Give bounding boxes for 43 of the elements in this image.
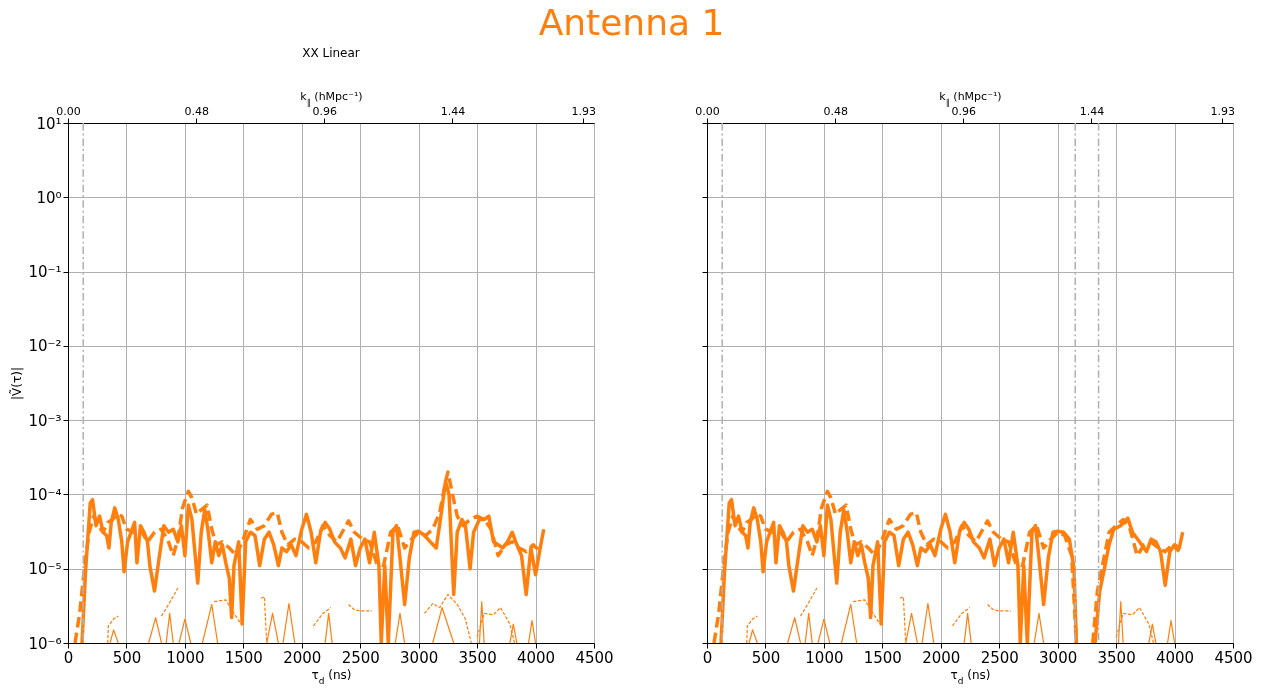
chart-subtitle: XX Linear [302, 46, 360, 60]
x-tick-label: 2000 [283, 648, 322, 667]
x2-tick-label: 0.00 [695, 104, 720, 118]
x-tick-label: 1500 [863, 648, 902, 667]
x-tick-label: 4000 [516, 648, 556, 667]
y-axis-title: |Ṽ(τ)| [9, 367, 25, 400]
y-tick-label: 10⁻⁴ [28, 485, 62, 504]
x2-tick-label: 1.93 [571, 104, 597, 118]
x2-axis-title: k$_{∥}$ (hMpc⁻¹) [939, 89, 1002, 107]
x-tick-label: 0 [702, 648, 713, 667]
x-tick-label: 2500 [980, 648, 1019, 667]
x-axis-title: τ$_{d}$ (ns) [311, 667, 352, 686]
x2-tick-label: 0.96 [312, 104, 338, 118]
x-tick-label: 3500 [458, 648, 497, 667]
x2-tick-label: 0.96 [951, 104, 977, 118]
x2-tick-label: 0.48 [823, 104, 848, 118]
x2-tick-label: 1.44 [440, 104, 466, 118]
x-tick-label: 1000 [166, 648, 205, 667]
x2-tick-label: 0.48 [184, 104, 209, 118]
x-tick-label: 500 [751, 648, 781, 667]
x-tick-label: 4000 [1155, 648, 1195, 667]
x-tick-label: 500 [112, 648, 142, 667]
x-tick-label: 3000 [1039, 648, 1078, 667]
x-tick-label: 1000 [805, 648, 844, 667]
x-axis-title: τ$_{d}$ (ns) [950, 667, 991, 686]
x-tick-label: 0 [63, 648, 74, 667]
chart-title: Antenna 1 [538, 1, 725, 43]
x-tick-label: 1500 [224, 648, 263, 667]
x2-tick-label: 1.44 [1079, 104, 1105, 118]
x-tick-label: 4500 [1214, 648, 1253, 667]
y-tick-label: 10⁰ [36, 188, 62, 207]
x-tick-label: 2500 [341, 648, 380, 667]
x-tick-label: 2000 [922, 648, 961, 667]
x-tick-label: 4500 [575, 648, 614, 667]
x2-tick-label: 1.93 [1210, 104, 1236, 118]
y-tick-label: 10⁻² [28, 337, 62, 356]
x-tick-label: 3000 [400, 648, 439, 667]
y-tick-label: 10⁻¹ [28, 263, 62, 282]
y-tick-label: 10⁻³ [28, 411, 62, 430]
y-tick-label: 10⁻⁶ [28, 634, 62, 653]
x2-axis-title: k$_{∥}$ (hMpc⁻¹) [300, 89, 363, 107]
y-tick-label: 10⁻⁵ [28, 560, 62, 579]
x-tick-label: 3500 [1097, 648, 1136, 667]
